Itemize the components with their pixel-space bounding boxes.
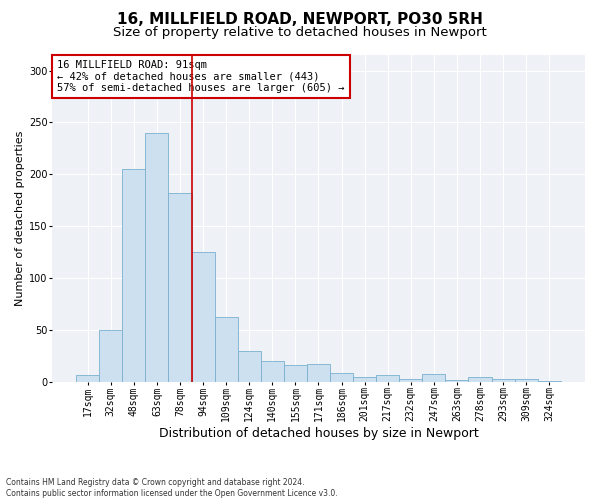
Bar (376, 375, 399, 382)
Bar (538, 381, 561, 382)
X-axis label: Distribution of detached houses by size in Newport: Distribution of detached houses by size … (158, 427, 478, 440)
Bar (469, 377, 491, 382)
Bar (515, 379, 538, 382)
Bar (307, 364, 330, 382)
Bar (145, 133, 169, 382)
Bar (330, 372, 353, 382)
Bar (284, 366, 307, 382)
Bar (491, 379, 515, 382)
Text: 16, MILLFIELD ROAD, NEWPORT, PO30 5RH: 16, MILLFIELD ROAD, NEWPORT, PO30 5RH (117, 12, 483, 28)
Bar (353, 377, 376, 382)
Bar (191, 252, 215, 382)
Text: Contains HM Land Registry data © Crown copyright and database right 2024.
Contai: Contains HM Land Registry data © Crown c… (6, 478, 338, 498)
Y-axis label: Number of detached properties: Number of detached properties (15, 131, 25, 306)
Bar (215, 316, 238, 382)
Bar (122, 169, 145, 382)
Bar (76, 375, 99, 382)
Bar (99, 330, 122, 382)
Bar (238, 351, 261, 382)
Text: Size of property relative to detached houses in Newport: Size of property relative to detached ho… (113, 26, 487, 39)
Bar (399, 379, 422, 382)
Bar (445, 380, 469, 382)
Text: 16 MILLFIELD ROAD: 91sqm
← 42% of detached houses are smaller (443)
57% of semi-: 16 MILLFIELD ROAD: 91sqm ← 42% of detach… (57, 60, 345, 93)
Bar (169, 193, 191, 382)
Bar (261, 362, 284, 382)
Bar (422, 374, 445, 382)
